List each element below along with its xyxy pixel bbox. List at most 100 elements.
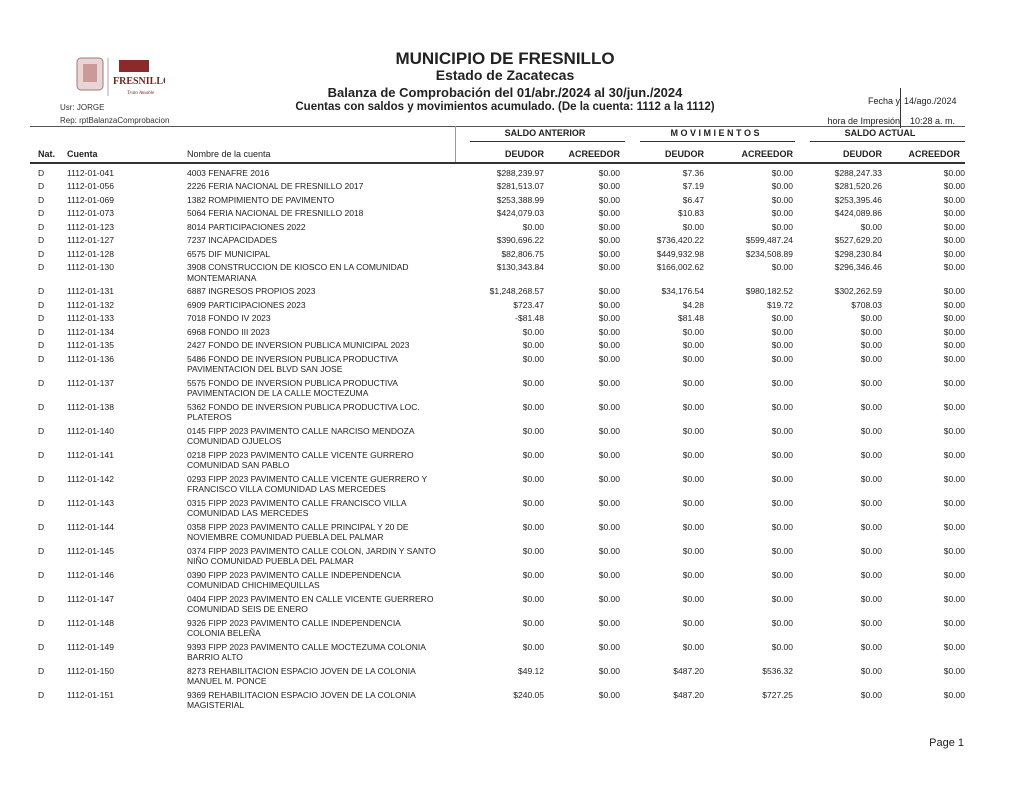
cell-mov-acreedor: $727.25	[762, 689, 793, 700]
cell-sac-acreedor: $0.00	[943, 326, 965, 337]
cell-sa-deudor: $288,239.97	[496, 167, 544, 178]
cell-mov-acreedor: $0.00	[771, 326, 793, 337]
divider	[640, 141, 795, 142]
cell-sa-deudor: $0.00	[522, 473, 544, 484]
cell-sa-acreedor: $0.00	[598, 377, 620, 388]
cell-nat: D	[38, 593, 45, 604]
table-row: D 1112-01-132 6909 PARTICIPACIONES 2023 $72…	[30, 298, 965, 312]
cell-sac-acreedor: $0.00	[943, 248, 965, 259]
table-row: D 1112-01-140 0145 FIPP 2023 PAVIMENTO CAL…	[30, 424, 965, 448]
cell-cuenta: 1112-01-123	[67, 221, 114, 232]
cell-nat: D	[38, 401, 45, 412]
cell-sa-acreedor: $0.00	[598, 449, 620, 460]
cell-nat: D	[38, 221, 45, 232]
cell-mov-acreedor: $0.00	[771, 473, 793, 484]
cell-sac-acreedor: $0.00	[943, 194, 965, 205]
table-row: D 1112-01-134 6968 FONDO III 2023 $0.00 $0.0…	[30, 325, 965, 339]
cell-sac-deudor: $0.00	[860, 689, 882, 700]
cell-cuenta: 1112-01-138	[67, 401, 114, 412]
cell-cuenta: 1112-01-151	[67, 689, 114, 700]
col-mov-acreedor: ACREEDOR	[741, 149, 793, 159]
cell-sac-acreedor: $0.00	[943, 221, 965, 232]
cell-mov-deudor: $0.00	[682, 340, 704, 350]
cell-sac-deudor: $0.00	[860, 497, 882, 508]
table-row: D 1112-01-143 0315 FIPP 2023 PAVIMENTO CAL…	[30, 496, 965, 520]
cell-sa-acreedor: $0.00	[598, 473, 620, 484]
table-row: D 1112-01-146 0390 FIPP 2023 PAVIMENTO CAL…	[30, 568, 965, 592]
cell-nombre: 0218 FIPP 2023 PAVIMENTO CALLE VICENTE G…	[187, 449, 414, 471]
svg-text:FRESNILLO: FRESNILLO	[113, 76, 165, 87]
cell-sac-acreedor: $0.00	[943, 689, 965, 700]
table-row: D 1112-01-123 8014 PARTICIPACIONES 2022 $0.…	[30, 220, 965, 234]
cell-sa-acreedor: $0.00	[598, 401, 620, 412]
cell-nat: D	[38, 235, 45, 245]
cell-sac-deudor: $0.00	[860, 473, 882, 484]
table-row: D 1112-01-136 5486 FONDO DE INVERSION PUBL…	[30, 352, 965, 376]
cell-nombre: 6887 INGRESOS PROPIOS 2023	[187, 286, 316, 296]
svg-text:Trato Amable: Trato Amable	[127, 91, 155, 96]
cell-cuenta: 1112-01-140	[67, 425, 114, 436]
cell-sa-acreedor: $0.00	[598, 167, 620, 178]
table-row: D 1112-01-149 9393 FIPP 2023 PAVIMENTO CAL…	[30, 640, 965, 664]
state-subtitle: Estado de Zacatecas	[435, 67, 575, 83]
cell-sa-acreedor: $0.00	[598, 248, 620, 259]
cell-nombre: 5486 FONDO DE INVERSION PUBLICA PRODUCTI…	[187, 353, 398, 375]
hora-value: 10:28 a. m.	[910, 116, 956, 126]
cell-cuenta: 1112-01-141	[67, 449, 114, 460]
cell-sac-acreedor: $0.00	[943, 641, 965, 652]
hora-label: hora de Impresión	[827, 116, 900, 126]
cell-sac-deudor: $281,520.26	[834, 181, 882, 191]
cell-sac-acreedor: $0.00	[943, 262, 965, 272]
table-row: D 1112-01-148 9326 FIPP 2023 PAVIMENTO CAL…	[30, 616, 965, 640]
cell-nombre: 5064 FERIA NACIONAL DE FRESNILLO 2018	[187, 208, 364, 218]
cell-mov-deudor: $0.00	[682, 473, 704, 484]
cell-nat: D	[38, 326, 45, 337]
cell-mov-acreedor: $0.00	[771, 167, 793, 178]
cell-mov-acreedor: $0.00	[771, 521, 793, 532]
cell-nombre: 5575 FONDO DE INVERSION PUBLICA PRODUCTI…	[187, 377, 398, 399]
cell-sac-deudor: $302,262.59	[834, 286, 882, 296]
cell-sac-acreedor: $0.00	[943, 181, 965, 191]
cell-nombre: 0374 FIPP 2023 PAVIMENTO CALLE COLON, JA…	[187, 545, 436, 567]
table-row: D 1112-01-073 5064 FERIA NACIONAL DE FRESN…	[30, 207, 965, 221]
cell-nat: D	[38, 449, 45, 460]
cell-nat: D	[38, 286, 45, 296]
cell-mov-deudor: $487.20	[673, 689, 704, 700]
divider	[810, 141, 965, 142]
cell-sac-deudor: $0.00	[860, 593, 882, 604]
cell-nat: D	[38, 497, 45, 508]
cell-sac-deudor: $0.00	[860, 617, 882, 628]
cell-sa-deudor: $0.00	[522, 569, 544, 580]
cell-sa-deudor: $390,696.22	[496, 235, 544, 245]
cell-mov-deudor: $166,002.62	[656, 262, 704, 272]
cell-sa-deudor: $0.00	[522, 377, 544, 388]
divider	[30, 126, 965, 127]
cell-mov-deudor: $0.00	[682, 617, 704, 628]
cell-sa-deudor: $0.00	[522, 401, 544, 412]
table-row: D 1112-01-151 9369 REHABILITACION ESPACIO …	[30, 688, 965, 712]
cell-nat: D	[38, 545, 45, 556]
cell-sa-deudor: $0.00	[522, 449, 544, 460]
cell-mov-acreedor: $0.00	[771, 497, 793, 508]
divider	[470, 141, 625, 142]
cell-sa-deudor: $281,513.07	[496, 181, 544, 191]
cell-sa-deudor: $0.00	[522, 326, 544, 337]
cell-nat: D	[38, 313, 45, 323]
cell-mov-deudor: $487.20	[673, 665, 704, 676]
cell-mov-deudor: $7.19	[682, 181, 704, 191]
cell-nombre: 9326 FIPP 2023 PAVIMENTO CALLE INDEPENDE…	[187, 617, 401, 639]
cell-cuenta: 1112-01-146	[67, 569, 114, 580]
col-sa-acreedor: ACREEDOR	[568, 149, 620, 159]
divider	[900, 88, 901, 128]
cell-sac-deudor: $288,247.33	[834, 167, 882, 178]
cell-sa-deudor: $0.00	[522, 521, 544, 532]
cell-sa-acreedor: $0.00	[598, 262, 620, 272]
cell-nat: D	[38, 248, 45, 259]
cell-mov-deudor: $0.00	[682, 593, 704, 604]
col-sa-deudor: DEUDOR	[504, 149, 544, 159]
cell-nombre: 7018 FONDO IV 2023	[187, 313, 271, 323]
cell-nat: D	[38, 473, 45, 484]
cell-mov-acreedor: $0.00	[771, 377, 793, 388]
cell-sac-deudor: $0.00	[860, 425, 882, 436]
cell-nat: D	[38, 521, 45, 532]
